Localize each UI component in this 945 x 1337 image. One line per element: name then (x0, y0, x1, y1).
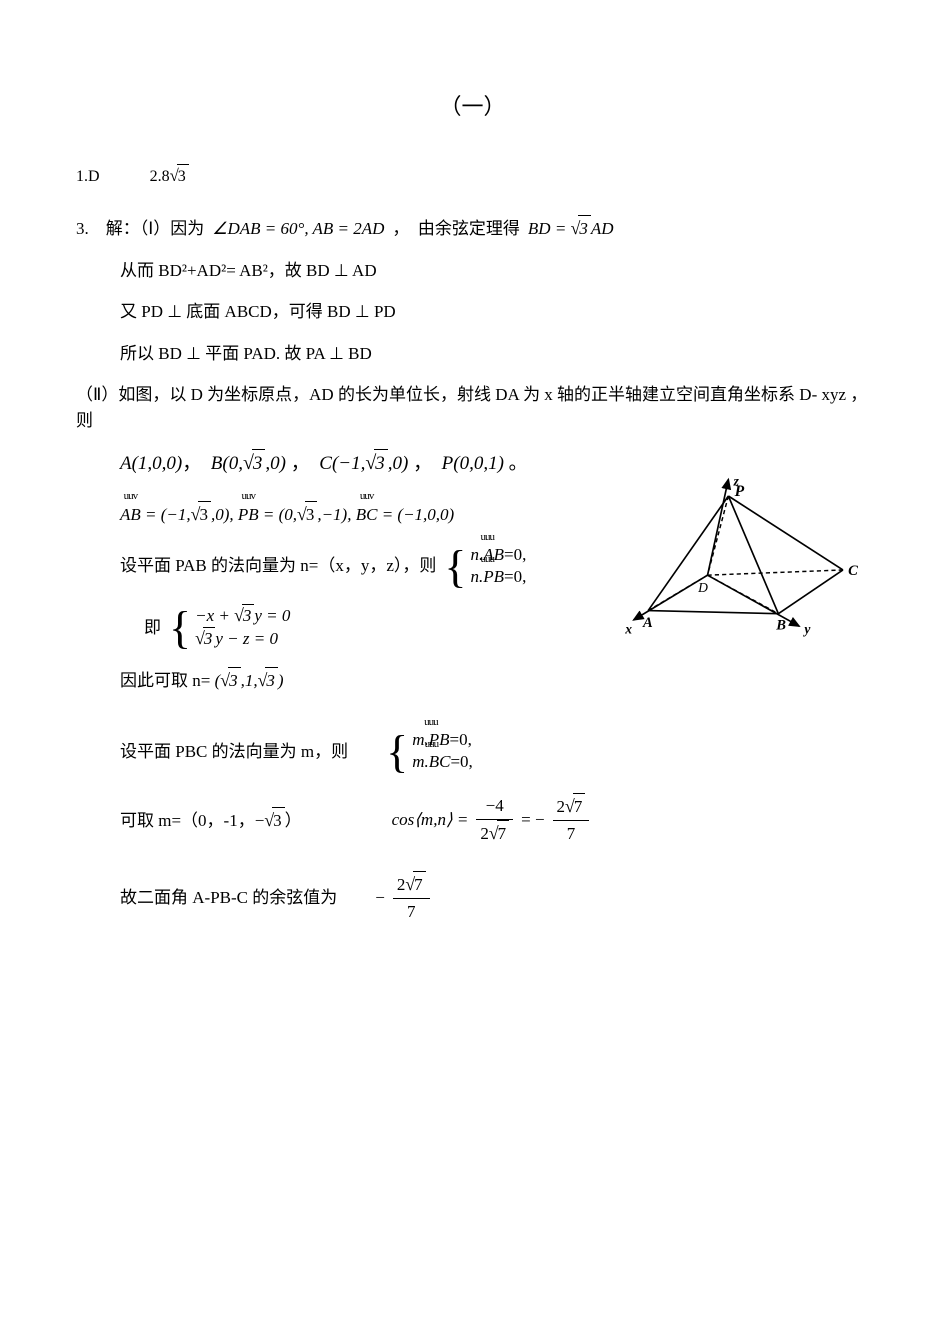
normal-n-line: 设平面 PAB 的法向量为 n=（x，y，z），则 { uuun.AB=0, u… (76, 544, 589, 588)
system-eqs: 即 { −x + 3y = 0 3y − z = 0 (76, 604, 589, 650)
answer-2: 2.83 (150, 163, 189, 189)
label-x: x (624, 622, 632, 637)
header-title: （一） (76, 90, 869, 123)
q3-line4: 所以 BD ⊥ 平面 PAD. 故 PA ⊥ BD (76, 341, 869, 367)
label-B: B (775, 618, 786, 634)
final-line: 故二面角 A-PB-C 的余弦值为 − 27 7 (76, 871, 869, 924)
label-z: z (733, 475, 740, 489)
q3-line2: 从而 BD²+AD²= AB²，故 BD ⊥ AD (76, 258, 869, 284)
n-result: 因此可取 n= (3,1,3) (76, 667, 589, 694)
pyramid-diagram: P D A B C z x y (619, 475, 869, 642)
left-column: uuvAB = (−1,3,0), uuvPB = (0,3,−1), uuvB… (76, 495, 589, 709)
normal-m-line: 设平面 PBC 的法向量为 m，则 { uuum.PB=0, uuum.BC=0… (76, 729, 869, 773)
label-C: C (848, 563, 858, 579)
vectors-line: uuvAB = (−1,3,0), uuvPB = (0,3,−1), uuvB… (76, 501, 589, 528)
label-y: y (802, 622, 811, 637)
answers-row: 1.D 2.83 (76, 163, 869, 189)
label-A: A (642, 615, 653, 631)
q3-line3: 又 PD ⊥ 底面 ABCD，可得 BD ⊥ PD (76, 299, 869, 325)
figure-container: P D A B C z x y (619, 495, 869, 650)
q3-line1: 3. 解：（Ⅰ）因为 ∠DAB = 60°, AB = 2AD ， 由余弦定理得… (76, 215, 869, 242)
page: （一） 1.D 2.83 3. 解：（Ⅰ）因为 ∠DAB = 60°, AB =… (0, 0, 945, 1140)
m-result-cos: 可取 m=（0，-1，−3） cos⟨m,n⟩ = −4 27 = − 27 7 (76, 793, 869, 846)
answer-1: 1.D (76, 165, 100, 189)
label-D: D (697, 580, 708, 595)
two-column-area: uuvAB = (−1,3,0), uuvPB = (0,3,−1), uuvB… (76, 495, 869, 709)
part2-intro: （Ⅱ）如图，以 D 为坐标原点，AD 的长为单位长，射线 DA 为 x 轴的正半… (76, 382, 869, 433)
